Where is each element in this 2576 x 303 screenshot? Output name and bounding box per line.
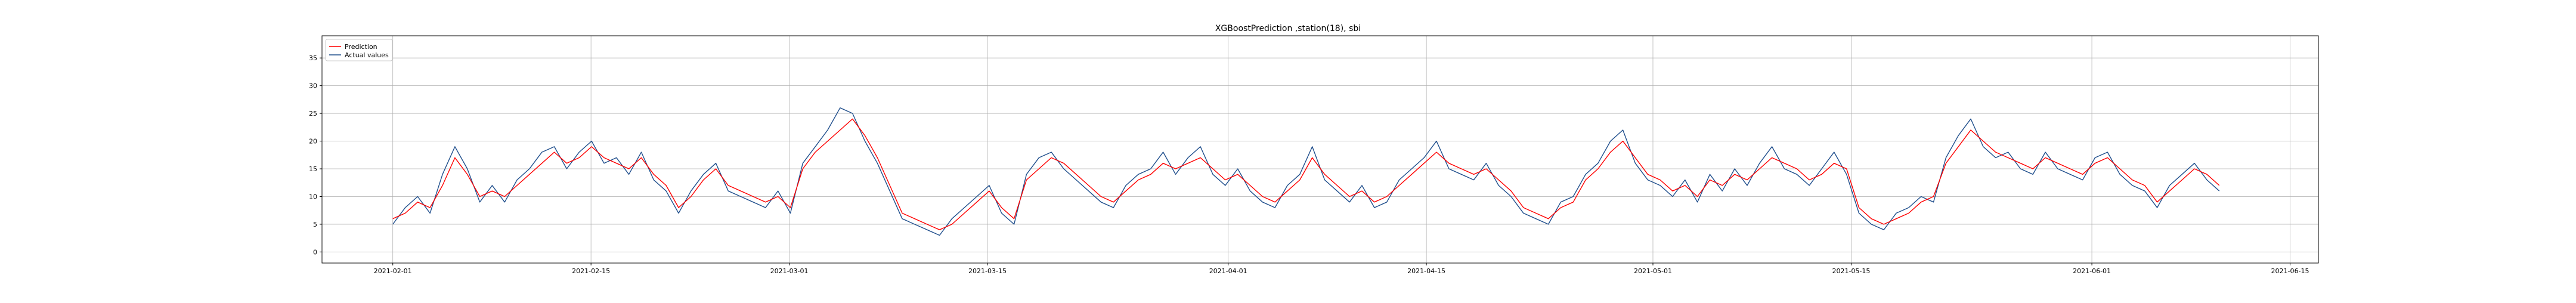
x-tick-label: 2021-05-15 <box>1832 267 1870 275</box>
y-tick-label: 35 <box>309 54 317 62</box>
y-tick-label: 30 <box>309 82 317 90</box>
y-tick-label: 5 <box>313 221 317 228</box>
plot-frame <box>321 35 2319 264</box>
y-tick-label: 20 <box>309 138 317 146</box>
series-line-actual <box>392 107 2220 236</box>
x-tick-label: 2021-06-01 <box>2073 267 2111 275</box>
x-axis: 2021-02-01 2021-02-15 2021-03-01 2021-03-15… <box>374 263 2309 275</box>
series-layer <box>392 107 2220 236</box>
grid <box>322 36 2318 263</box>
y-tick-label: 0 <box>313 248 317 256</box>
y-tick-label: 15 <box>309 165 317 173</box>
chart-title: XGBoostPrediction ,station(18), sbi <box>1215 24 1361 33</box>
x-tick-label: 2021-03-15 <box>968 267 1007 275</box>
x-tick-label: 2021-06-15 <box>2271 267 2309 275</box>
legend-label-actual: Actual values <box>345 51 389 59</box>
x-tick-label: 2021-02-01 <box>374 267 412 275</box>
x-tick-label: 2021-04-15 <box>1407 267 1445 275</box>
y-tick-label: 10 <box>309 193 317 200</box>
legend-box <box>325 39 393 61</box>
x-tick-label: 2021-02-15 <box>572 267 610 275</box>
series-line-prediction <box>392 118 2220 230</box>
legend: Prediction Actual values <box>325 39 393 61</box>
x-tick-label: 2021-05-01 <box>1634 267 1672 275</box>
y-tick-label: 25 <box>309 110 317 118</box>
x-tick-label: 2021-04-01 <box>1209 267 1247 275</box>
x-tick-label: 2021-03-01 <box>770 267 809 275</box>
y-axis: 0 5 10 15 20 25 30 35 <box>309 54 322 256</box>
legend-label-prediction: Prediction <box>345 43 377 51</box>
